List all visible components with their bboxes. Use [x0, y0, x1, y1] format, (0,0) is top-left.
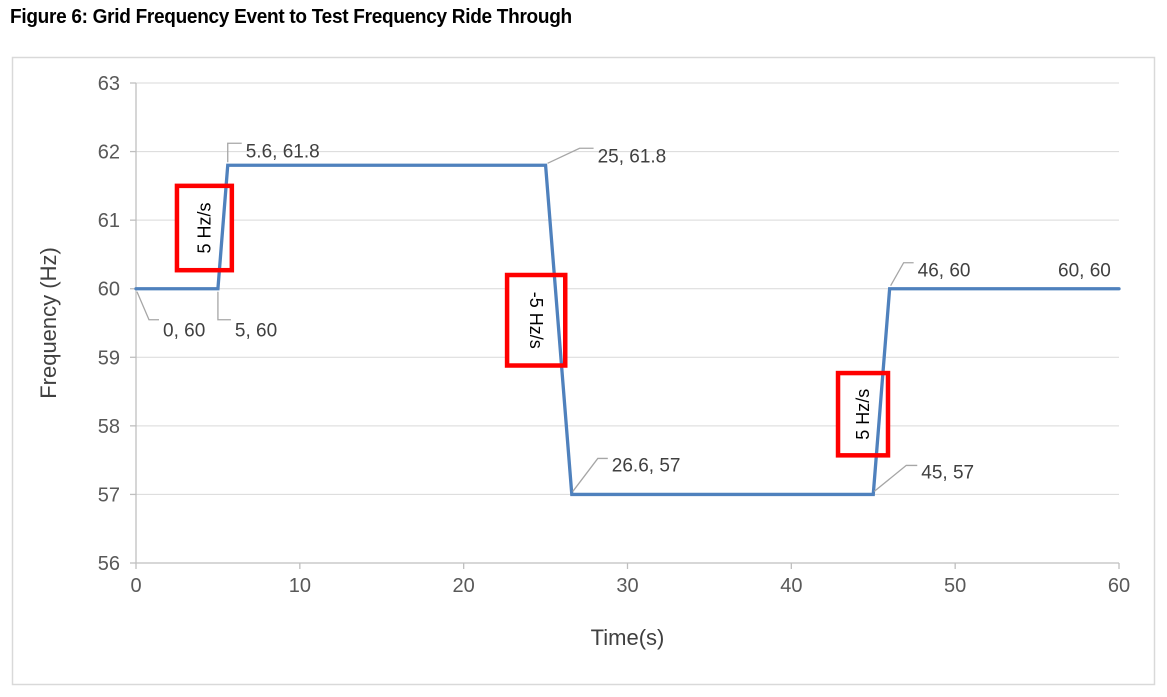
y-tick-label: 59 — [98, 347, 120, 369]
ramp-rate-annotation-label: 5 Hz/s — [853, 389, 873, 440]
leader-line — [572, 457, 608, 492]
point-label: 26.6, 57 — [612, 455, 681, 476]
chart-border — [11, 56, 1156, 686]
leader-line — [873, 464, 918, 492]
y-tick-label: 61 — [98, 210, 120, 232]
point-label: 5.6, 61.8 — [246, 141, 320, 162]
ramp-rate-annotation-box — [174, 183, 235, 273]
ramp-rate-annotation-label: 5 Hz/s — [194, 203, 214, 254]
y-tick-label: 60 — [98, 279, 120, 301]
x-tick-label: 20 — [453, 575, 475, 597]
ramp-rate-annotation-label: -5 Hz/s — [526, 292, 546, 349]
y-tick-label: 56 — [98, 553, 120, 575]
leader-line — [217, 291, 231, 321]
x-tick-label: 40 — [780, 575, 802, 597]
x-axis-title: Time(s) — [591, 625, 665, 650]
x-tick-label: 30 — [616, 575, 638, 597]
point-label: 0, 60 — [163, 321, 205, 342]
point-label: 25, 61.8 — [598, 146, 667, 167]
y-tick-label: 63 — [98, 73, 120, 95]
ramp-rate-annotation-box — [504, 272, 568, 368]
x-tick-label: 50 — [944, 575, 966, 597]
y-axis-title: Frequency (Hz) — [36, 247, 61, 399]
figure-title: Figure 6: Grid Frequency Event to Test F… — [10, 6, 572, 28]
leader-line — [227, 142, 242, 163]
leader-line — [136, 291, 159, 321]
point-label: 5, 60 — [235, 321, 277, 342]
x-tick-label: 10 — [289, 575, 311, 597]
point-label: 46, 60 — [918, 261, 971, 282]
point-label: 60, 60 — [1058, 261, 1111, 282]
y-tick-label: 62 — [98, 142, 120, 164]
y-tick-label: 57 — [98, 484, 120, 506]
leader-line — [547, 147, 594, 164]
x-tick-label: 0 — [130, 575, 141, 597]
point-label: 45, 57 — [921, 462, 974, 483]
x-tick-label: 60 — [1108, 575, 1130, 597]
y-tick-label: 58 — [98, 416, 120, 438]
leader-line — [890, 262, 914, 287]
ramp-rate-annotation-box — [835, 370, 891, 458]
